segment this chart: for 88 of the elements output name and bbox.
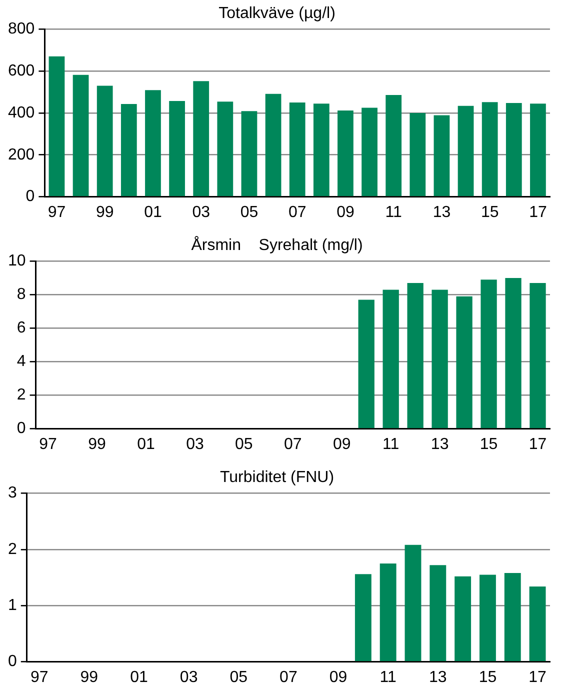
bar: [358, 300, 374, 428]
bar: [456, 296, 472, 428]
x-tick-label: 05: [240, 204, 258, 221]
x-tick-label: 13: [429, 668, 447, 686]
bar: [386, 94, 402, 196]
bar: [506, 102, 522, 196]
x-tick-label: 07: [284, 436, 302, 453]
y-tick-label: 400: [8, 104, 35, 122]
bar: [289, 102, 306, 196]
y-tick-label: 1: [8, 597, 17, 614]
x-tick-label: 15: [480, 436, 498, 453]
x-tick-label: 17: [528, 436, 547, 453]
y-tick-label: 4: [16, 353, 26, 370]
x-tick-label: 05: [230, 668, 248, 686]
bar: [480, 280, 497, 428]
bar: [407, 282, 424, 428]
bar: [404, 544, 422, 662]
y-tick-label: 10: [8, 252, 26, 270]
bar: [530, 282, 546, 428]
x-tick-label: 99: [80, 668, 98, 686]
x-tick-label: 13: [430, 436, 449, 453]
x-tick-label: 97: [48, 204, 66, 221]
bar: [362, 108, 378, 196]
x-tick-label: 03: [186, 436, 204, 453]
bar: [410, 113, 426, 196]
x-tick-label: 01: [137, 436, 155, 453]
bar: [434, 115, 450, 196]
bar: [432, 290, 448, 428]
bar: [313, 104, 330, 196]
bar: [482, 102, 498, 196]
bar: [380, 563, 396, 662]
x-tick-label: 17: [529, 204, 547, 221]
bar: [96, 86, 113, 196]
x-tick-label: 15: [480, 204, 499, 221]
chart-title: Årsmin Syrehalt (mg/l): [191, 236, 363, 254]
bar: [169, 101, 185, 196]
chart-title: Totalkväve (µg/l): [218, 5, 336, 22]
x-tick-label: 01: [144, 204, 162, 221]
y-tick-label: 2: [8, 540, 17, 558]
x-tick-label: 09: [336, 204, 354, 221]
y-tick-label: 0: [16, 420, 26, 438]
bar: [120, 104, 137, 196]
x-tick-label: 17: [528, 668, 547, 686]
bar: [241, 111, 258, 196]
bar: [458, 106, 474, 196]
x-tick-label: 09: [332, 436, 351, 453]
y-tick-label: 3: [8, 484, 17, 502]
x-tick-label: 15: [478, 668, 497, 686]
bar: [530, 104, 546, 196]
bar: [480, 574, 496, 662]
bar: [454, 576, 472, 662]
bar: [354, 574, 372, 662]
y-tick-label: 6: [16, 320, 26, 337]
bar: [382, 290, 399, 428]
y-tick-label: 0: [26, 188, 35, 206]
y-tick-label: 200: [8, 146, 35, 164]
x-tick-label: 11: [385, 204, 402, 221]
x-tick-label: 97: [30, 668, 48, 686]
bar: [48, 56, 65, 196]
x-tick-label: 99: [88, 436, 106, 453]
chart-title: Turbiditet (FNU): [220, 469, 334, 486]
y-tick-label: 2: [16, 386, 26, 404]
x-tick-label: 13: [432, 204, 451, 221]
x-tick-label: 99: [96, 204, 114, 221]
x-tick-label: 11: [382, 436, 400, 453]
x-tick-label: 03: [180, 668, 198, 686]
y-tick-label: 800: [8, 20, 35, 38]
bar: [72, 74, 89, 196]
bar: [265, 94, 282, 196]
bar: [217, 102, 234, 196]
bar: [529, 586, 546, 662]
x-tick-label: 11: [380, 668, 396, 686]
x-tick-label: 05: [235, 436, 253, 453]
x-tick-label: 07: [288, 204, 306, 221]
x-tick-label: 97: [39, 436, 58, 453]
x-tick-label: 03: [192, 204, 210, 221]
y-tick-label: 0: [8, 653, 17, 670]
x-tick-label: 07: [280, 668, 298, 686]
y-tick-label: 8: [16, 286, 26, 304]
x-tick-label: 01: [130, 668, 148, 686]
bar: [193, 81, 210, 196]
bar: [504, 573, 521, 662]
bar: [145, 90, 161, 196]
bar: [338, 110, 354, 196]
bar: [505, 278, 522, 428]
bar: [430, 565, 446, 662]
y-tick-label: 600: [8, 62, 35, 80]
x-tick-label: 09: [329, 668, 348, 686]
